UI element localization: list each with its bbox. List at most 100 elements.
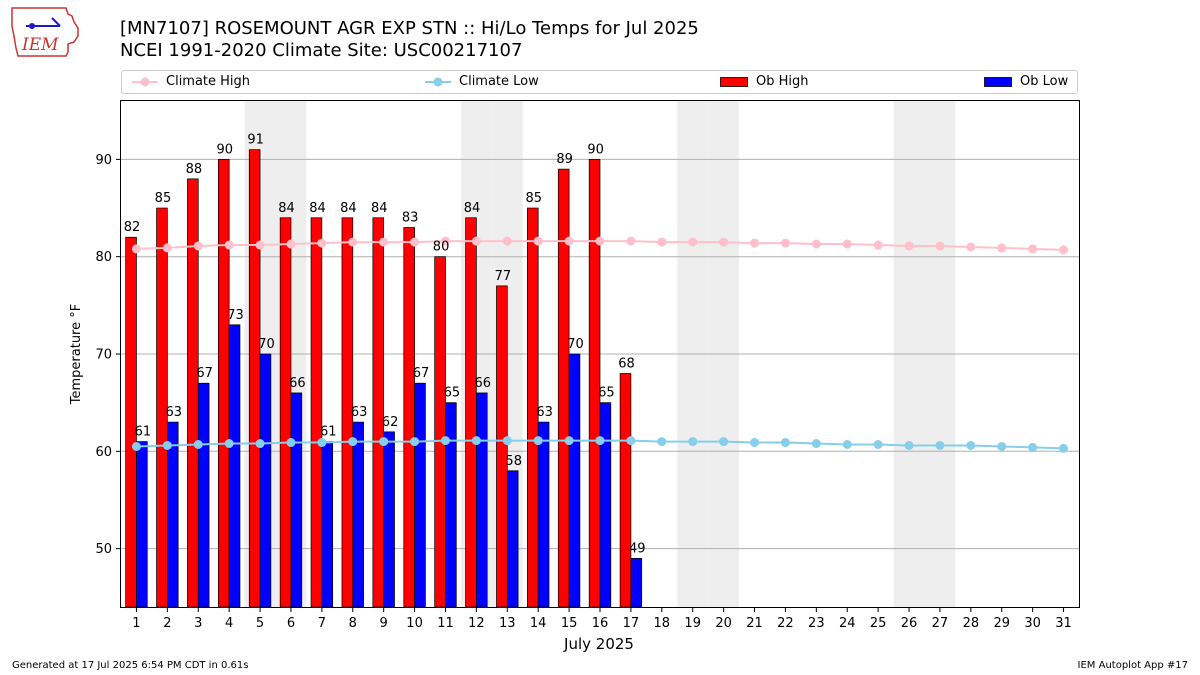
legend: Climate High Climate Low Ob High Ob Low: [121, 70, 1078, 94]
logo-text: IEM: [21, 35, 59, 55]
ob-high-label-17: 68: [618, 356, 635, 371]
x-tick-label-29: 29: [993, 616, 1010, 631]
climate-low-point-13: [502, 436, 512, 446]
ob-high-label-6: 84: [278, 201, 295, 216]
x-tick-label-1: 1: [132, 616, 140, 631]
climate-high-point-11: [440, 236, 450, 246]
legend-ob-low: Ob Low: [984, 74, 1068, 90]
ob-low-label-6: 66: [289, 376, 306, 391]
climate-low-point-12: [471, 436, 481, 446]
climate-high-point-5: [255, 240, 265, 250]
ob-low-label-16: 65: [598, 386, 615, 401]
footer-generated: Generated at 17 Jul 2025 6:54 PM CDT in …: [12, 660, 249, 671]
x-tick-label-30: 30: [1024, 616, 1041, 631]
x-tick-label-2: 2: [163, 616, 171, 631]
x-tick-label-8: 8: [349, 616, 357, 631]
x-tick-label-9: 9: [380, 616, 388, 631]
ob-high-label-10: 83: [402, 211, 419, 226]
ob-high-label-4: 90: [216, 142, 233, 157]
legend-ob-high-swatch: [720, 76, 748, 87]
climate-high-point-23: [811, 239, 821, 249]
ob-low-bar-15: [568, 353, 581, 608]
y-tick-label-50: 50: [95, 542, 112, 557]
x-tick-label-14: 14: [530, 616, 547, 631]
climate-high-point-27: [935, 241, 945, 251]
climate-high-point-2: [162, 243, 172, 253]
climate-high-point-28: [966, 242, 976, 252]
climate-low-point-28: [966, 440, 976, 450]
climate-high-point-8: [348, 237, 358, 247]
climate-low-point-22: [780, 438, 790, 448]
climate-low-point-14: [533, 436, 543, 446]
climate-high-point-10: [410, 237, 420, 247]
ob-high-bar-5: [248, 149, 261, 608]
ob-low-bar-17: [630, 557, 643, 608]
ob-high-bar-1: [125, 236, 137, 608]
footer-app: IEM Autoplot App #17: [1077, 660, 1188, 671]
climate-low-point-10: [410, 437, 420, 447]
ob-high-label-8: 84: [340, 201, 357, 216]
climate-high-point-26: [904, 241, 914, 251]
climate-high-point-6: [286, 239, 296, 249]
x-tick-label-15: 15: [561, 616, 578, 631]
climate-high-point-17: [626, 236, 636, 246]
climate-low-point-19: [688, 437, 698, 447]
ob-high-bar-9: [372, 217, 385, 608]
climate-low-point-25: [873, 439, 883, 449]
climate-low-point-23: [811, 439, 821, 449]
climate-high-point-20: [719, 237, 729, 247]
ob-high-label-1: 82: [124, 220, 141, 235]
x-tick-label-21: 21: [746, 616, 763, 631]
ob-high-bar-7: [310, 217, 323, 608]
climate-low-point-8: [348, 437, 358, 447]
x-tick-label-6: 6: [287, 616, 295, 631]
ob-low-label-12: 66: [475, 376, 492, 391]
ob-high-label-12: 84: [464, 201, 481, 216]
legend-ob-high-label: Ob High: [756, 74, 809, 89]
x-tick-label-27: 27: [932, 616, 949, 631]
ob-high-label-14: 85: [526, 191, 543, 206]
legend-climate-low: Climate Low: [425, 74, 539, 90]
x-tick-label-31: 31: [1055, 616, 1072, 631]
x-tick-label-11: 11: [437, 616, 454, 631]
climate-high-point-22: [780, 238, 790, 248]
legend-ob-high: Ob High: [720, 74, 809, 90]
x-tick-label-3: 3: [194, 616, 202, 631]
climate-high-point-29: [997, 243, 1007, 253]
climate-low-point-30: [1028, 442, 1038, 452]
legend-climate-high-label: Climate High: [166, 74, 251, 89]
ob-high-label-5: 91: [247, 133, 264, 148]
ob-low-label-9: 62: [382, 415, 399, 430]
y-tick-label-70: 70: [95, 348, 112, 363]
ob-low-bar-12: [476, 392, 488, 608]
legend-climate-high-swatch: [132, 77, 158, 86]
title-line2: NCEI 1991-2020 Climate Site: USC00217107: [120, 40, 523, 61]
x-tick-label-23: 23: [808, 616, 825, 631]
x-tick-label-7: 7: [318, 616, 326, 631]
title-line1: [MN7107] ROSEMOUNT AGR EXP STN :: Hi/Lo …: [120, 18, 699, 39]
ob-high-label-11: 80: [433, 240, 450, 255]
x-tick-label-10: 10: [406, 616, 423, 631]
climate-high-point-1: [131, 244, 141, 254]
ob-low-label-7: 61: [320, 425, 337, 440]
ob-low-bar-4: [228, 324, 241, 608]
y-axis-label: Temperature °F: [69, 304, 84, 405]
ob-low-bar-6: [290, 392, 303, 608]
x-tick-label-5: 5: [256, 616, 264, 631]
ob-high-label-16: 90: [587, 142, 604, 157]
ob-high-label-9: 84: [371, 201, 388, 216]
chart-title: [MN7107] ROSEMOUNT AGR EXP STN :: Hi/Lo …: [120, 18, 699, 62]
ob-high-label-13: 77: [495, 269, 512, 284]
iem-logo: IEM: [8, 6, 80, 58]
ob-low-label-17: 49: [629, 541, 646, 556]
ob-low-bar-14: [537, 421, 550, 608]
climate-low-point-24: [842, 439, 852, 449]
climate-low-point-6: [286, 438, 296, 448]
ob-high-bar-17: [619, 373, 632, 608]
climate-low-point-7: [317, 438, 327, 448]
climate-high-point-21: [750, 238, 760, 248]
climate-low-point-17: [626, 436, 636, 446]
ob-low-bar-1: [136, 441, 148, 608]
